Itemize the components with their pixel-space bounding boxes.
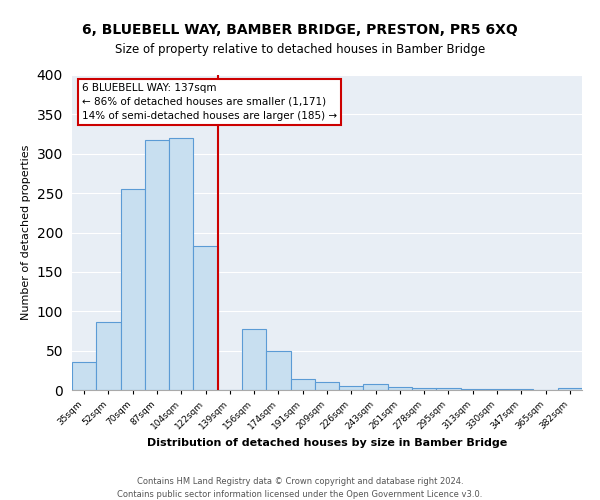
Bar bbox=[315, 382, 339, 390]
Bar bbox=[193, 246, 218, 390]
Bar bbox=[558, 388, 582, 390]
Bar bbox=[485, 389, 509, 390]
Bar bbox=[121, 189, 145, 390]
Bar bbox=[72, 362, 96, 390]
Bar bbox=[242, 330, 266, 390]
Bar bbox=[436, 388, 461, 390]
Bar bbox=[96, 322, 121, 390]
Bar bbox=[388, 387, 412, 390]
Bar bbox=[509, 389, 533, 390]
Bar bbox=[364, 384, 388, 390]
Bar bbox=[412, 388, 436, 390]
Text: Contains public sector information licensed under the Open Government Licence v3: Contains public sector information licen… bbox=[118, 490, 482, 499]
Text: Size of property relative to detached houses in Bamber Bridge: Size of property relative to detached ho… bbox=[115, 42, 485, 56]
Bar bbox=[290, 379, 315, 390]
Bar bbox=[145, 140, 169, 390]
Bar bbox=[169, 138, 193, 390]
Text: 6 BLUEBELL WAY: 137sqm
← 86% of detached houses are smaller (1,171)
14% of semi-: 6 BLUEBELL WAY: 137sqm ← 86% of detached… bbox=[82, 83, 337, 121]
Text: Contains HM Land Registry data © Crown copyright and database right 2024.: Contains HM Land Registry data © Crown c… bbox=[137, 478, 463, 486]
Bar bbox=[266, 350, 290, 390]
Y-axis label: Number of detached properties: Number of detached properties bbox=[21, 145, 31, 320]
X-axis label: Distribution of detached houses by size in Bamber Bridge: Distribution of detached houses by size … bbox=[147, 438, 507, 448]
Bar bbox=[339, 386, 364, 390]
Text: 6, BLUEBELL WAY, BAMBER BRIDGE, PRESTON, PR5 6XQ: 6, BLUEBELL WAY, BAMBER BRIDGE, PRESTON,… bbox=[82, 22, 518, 36]
Bar bbox=[461, 389, 485, 390]
